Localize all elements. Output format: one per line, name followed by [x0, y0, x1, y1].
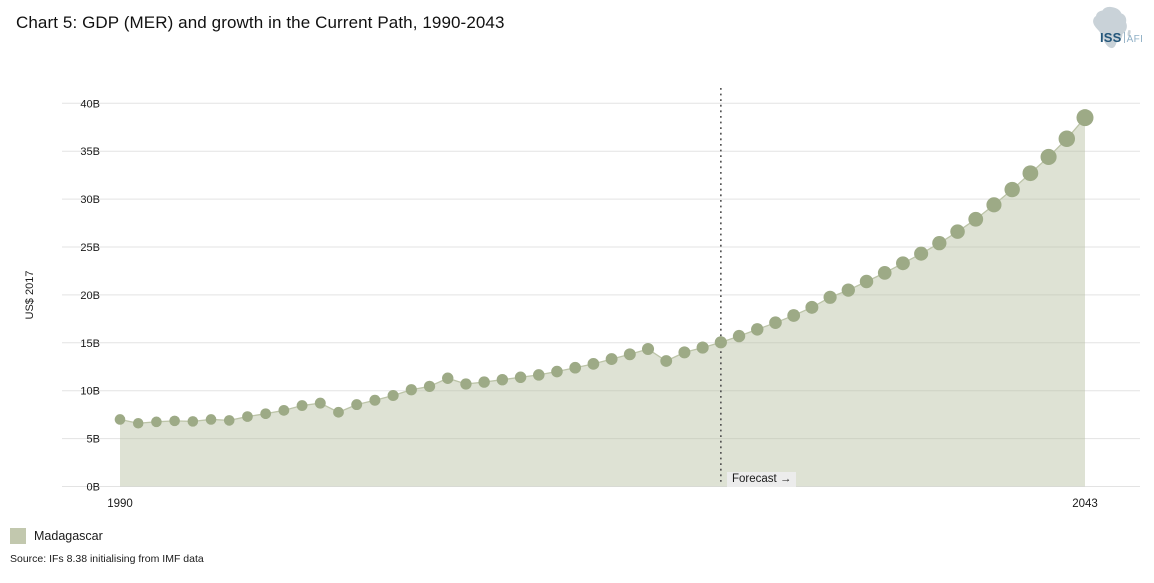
data-point-2040	[1022, 165, 1039, 182]
data-point-2025	[751, 323, 764, 336]
data-point-2012	[514, 371, 527, 384]
data-point-2033	[895, 256, 910, 271]
data-point-1990	[114, 414, 126, 425]
data-point-2043	[1076, 109, 1094, 127]
y-tick-label: 30B	[80, 194, 100, 206]
data-point-2031	[859, 274, 874, 289]
data-point-2009	[460, 378, 472, 390]
data-point-2011	[496, 373, 509, 386]
data-point-1991	[132, 418, 144, 429]
data-point-2027	[787, 309, 801, 322]
data-point-2039	[1004, 181, 1020, 198]
data-point-2003	[351, 399, 363, 411]
data-point-1997	[242, 411, 253, 422]
data-point-2015	[569, 361, 582, 374]
data-point-2035	[932, 236, 947, 251]
data-point-2037	[968, 211, 984, 227]
data-point-2004	[369, 394, 381, 406]
x-tick-label: 2043	[1072, 498, 1098, 510]
data-point-2022	[696, 341, 709, 354]
data-point-2042	[1058, 130, 1076, 147]
logo-text-iss: ISS	[1100, 30, 1122, 45]
logo-text-afi: AFI	[1126, 34, 1144, 45]
iss-afi-logo: ISS AFI	[1084, 4, 1146, 56]
data-point-2019	[641, 342, 655, 356]
y-tick-label: 5B	[87, 434, 100, 446]
data-point-2026	[769, 316, 782, 329]
data-point-2028	[805, 300, 819, 314]
logo-text: ISS AFI	[1100, 30, 1143, 45]
data-point-1995	[205, 414, 217, 425]
data-point-1993	[169, 415, 180, 427]
y-tick-label: 15B	[80, 338, 100, 350]
data-point-2016	[587, 357, 600, 370]
data-point-2020	[660, 355, 673, 367]
data-point-2041	[1040, 148, 1057, 165]
data-point-1998	[260, 408, 272, 420]
logo-separator	[1123, 32, 1125, 43]
chart-title: Chart 5: GDP (MER) and growth in the Cur…	[16, 13, 505, 32]
data-point-2024	[732, 329, 746, 343]
forecast-label: Forecast →	[727, 472, 797, 487]
data-point-2006	[405, 384, 417, 396]
data-point-2023	[714, 336, 727, 349]
legend: Madagascar	[10, 528, 103, 544]
y-tick-label: 10B	[80, 386, 100, 398]
data-point-2018	[623, 348, 636, 361]
area-fill	[120, 117, 1085, 487]
data-point-2030	[841, 283, 855, 297]
data-point-2034	[914, 246, 929, 261]
source-note: Source: IFs 8.38 initialising from IMF d…	[10, 553, 204, 565]
data-point-2021	[678, 346, 691, 359]
legend-swatch-madagascar	[10, 528, 26, 544]
data-point-2029	[823, 290, 837, 304]
data-point-2000	[296, 400, 308, 411]
y-tick-label: 25B	[80, 242, 100, 254]
y-tick-label: 40B	[80, 98, 100, 110]
data-point-1992	[151, 416, 162, 428]
data-point-2010	[478, 376, 490, 388]
y-axis-title: US$ 2017	[24, 271, 36, 320]
data-point-1999	[278, 404, 290, 416]
data-point-2017	[605, 353, 618, 366]
data-point-2007	[423, 380, 436, 393]
data-point-1996	[223, 415, 235, 426]
y-tick-label: 35B	[80, 146, 100, 158]
data-point-2032	[877, 266, 892, 280]
data-point-2013	[533, 369, 545, 381]
data-point-2008	[442, 372, 454, 384]
y-tick-label: 20B	[80, 290, 100, 302]
y-tick-label: 0B	[87, 482, 100, 494]
data-point-2002	[333, 406, 344, 418]
data-point-2001	[314, 397, 326, 409]
data-point-2005	[387, 389, 399, 402]
data-point-2014	[551, 365, 563, 378]
data-point-1994	[187, 416, 199, 427]
africa-map-icon	[1093, 6, 1131, 49]
legend-label: Madagascar	[34, 529, 103, 543]
data-point-2038	[986, 197, 1002, 213]
x-tick-label: 1990	[107, 498, 133, 510]
data-point-2036	[950, 224, 965, 239]
